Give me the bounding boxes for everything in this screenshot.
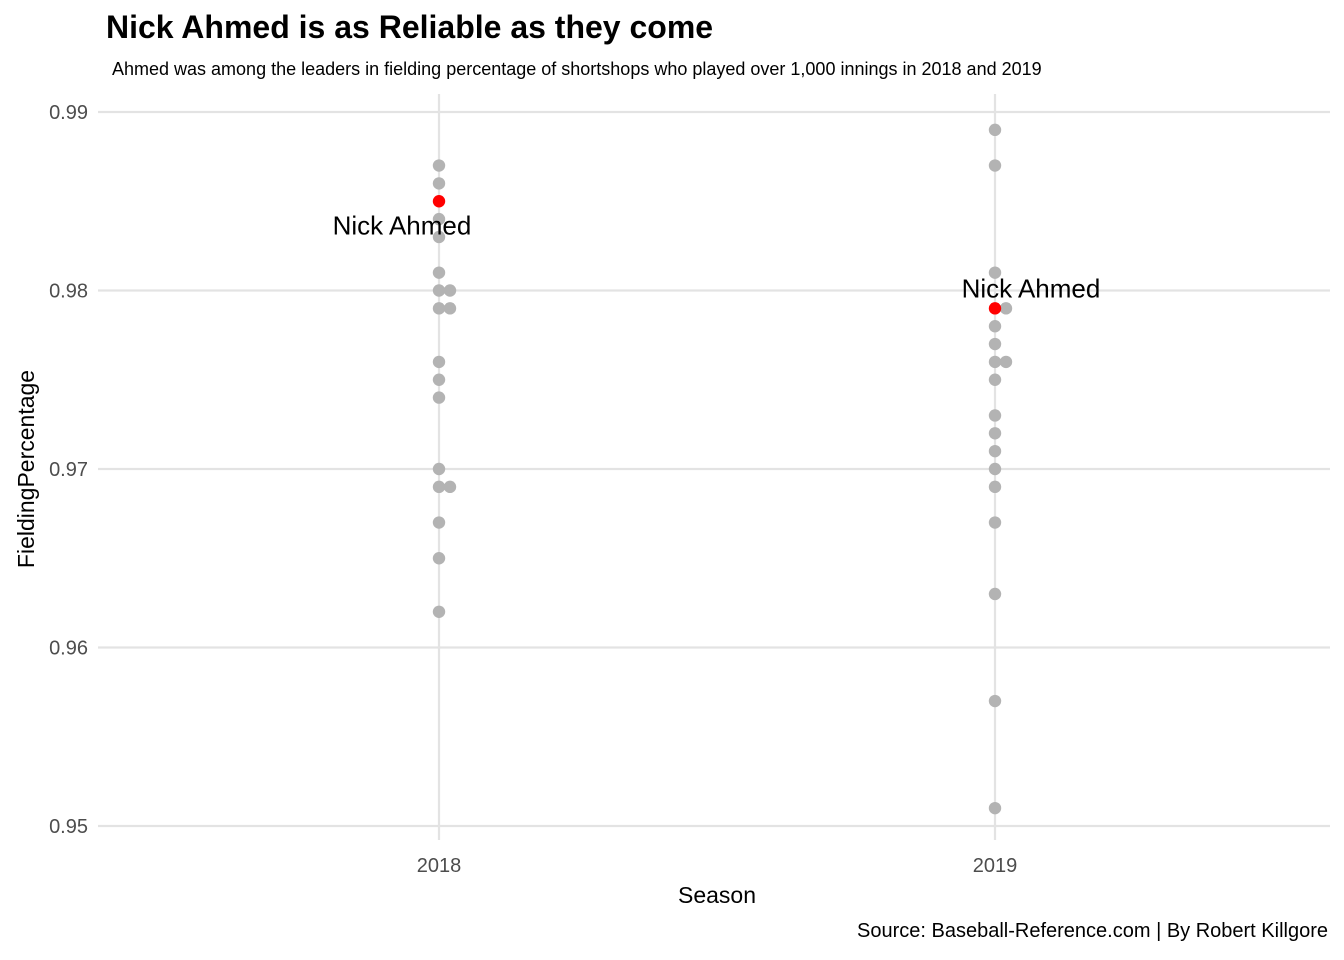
x-axis-label: Season: [678, 882, 756, 908]
annotation-label: Nick Ahmed: [333, 210, 472, 240]
data-point: [432, 391, 446, 404]
data-point: [988, 444, 1002, 458]
y-tick-label: 0.98: [49, 281, 88, 303]
data-point: [999, 355, 1013, 369]
x-axis-ticks: 2018 2019: [417, 855, 1018, 877]
data-point: [988, 587, 1002, 601]
data-point: [988, 409, 1002, 422]
y-axis-label: FieldingPercentage: [13, 370, 39, 568]
data-point: [988, 694, 1002, 708]
annotation-label: Nick Ahmed: [962, 273, 1101, 303]
data-point: [432, 355, 446, 369]
data-point: [432, 516, 446, 529]
data-point: [988, 516, 1002, 529]
data-point: [432, 552, 446, 565]
data-point: [988, 266, 1002, 279]
data-points: [432, 123, 1013, 815]
x-tick-label: 2018: [417, 855, 462, 877]
data-point: [988, 355, 1002, 369]
y-tick-label: 0.95: [49, 816, 88, 838]
data-point: [432, 480, 446, 494]
data-point: [432, 266, 446, 279]
data-point: [988, 427, 1002, 440]
data-point: [432, 605, 446, 618]
data-point: [988, 159, 1002, 172]
y-tick-label: 0.99: [49, 102, 88, 124]
data-point: [432, 373, 446, 386]
y-axis-ticks: 0.95 0.96 0.97 0.98 0.99: [49, 102, 88, 838]
data-point: [988, 462, 1002, 476]
y-tick-label: 0.97: [49, 459, 88, 481]
data-point: [988, 801, 1002, 815]
data-point: [443, 284, 457, 297]
data-point: [988, 123, 1002, 137]
chart-title: Nick Ahmed is as Reliable as they come: [106, 9, 714, 45]
x-tick-label: 2019: [973, 855, 1018, 877]
y-tick-label: 0.96: [49, 638, 88, 660]
annotations: Nick Ahmed Nick Ahmed: [333, 210, 1101, 303]
highlight-point: [988, 302, 1002, 315]
gridlines: [98, 94, 1330, 840]
data-point: [432, 230, 446, 244]
data-point: [988, 320, 1002, 333]
data-point: [999, 302, 1013, 315]
data-point: [443, 480, 457, 494]
data-point: [443, 302, 457, 315]
data-point: [432, 302, 446, 315]
data-point: [432, 284, 446, 297]
chart-caption: Source: Baseball-Reference.com | By Robe…: [857, 920, 1328, 942]
data-point: [432, 212, 446, 226]
data-point: [432, 177, 446, 190]
data-point: [988, 373, 1002, 386]
data-point: [432, 462, 446, 476]
highlight-point: [432, 195, 446, 208]
data-point: [432, 159, 446, 172]
data-point: [988, 337, 1002, 351]
data-point: [988, 480, 1002, 494]
chart-subtitle: Ahmed was among the leaders in fielding …: [112, 59, 1042, 79]
